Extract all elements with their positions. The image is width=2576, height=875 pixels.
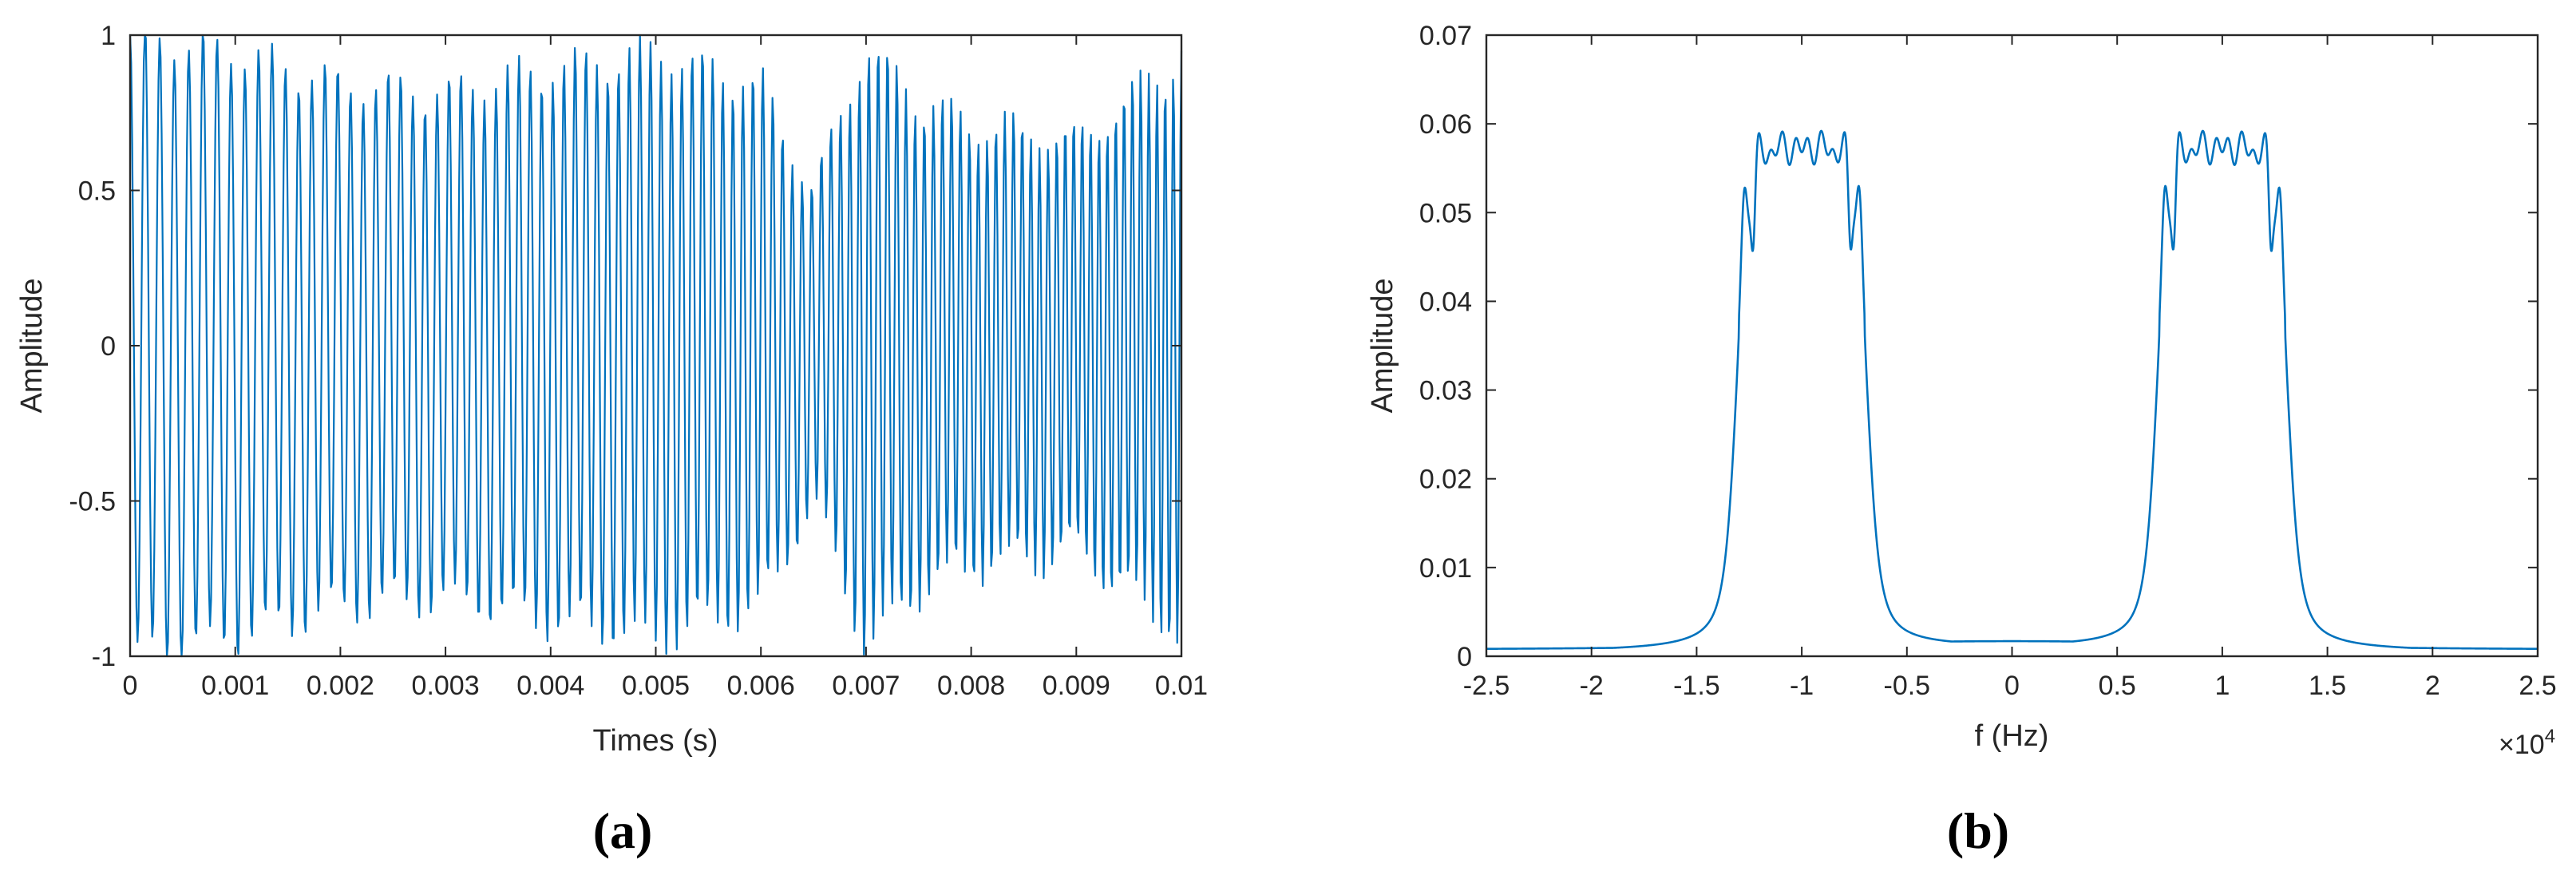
panel-b-xtick-label: -2: [1580, 671, 1604, 701]
panel-b-xtick-label: 1.5: [2309, 671, 2346, 701]
panel-b-ytick-label: 0: [1457, 642, 1472, 672]
panel-a-xtick-label: 0.005: [622, 671, 690, 701]
panel-b: -2.5 -2 -1.5 -1 -0.5 0 0.5 1 1.5 2 2.5 0 0.01 0.02 0.0…: [1366, 21, 2557, 859]
panel-b-xtick-label: 0: [2004, 671, 2020, 701]
panel-a-xtick-label: 0.004: [516, 671, 584, 701]
panel-a-ytick-label: 0.5: [78, 176, 116, 207]
panel-a-ytick-label: 0: [101, 331, 116, 362]
panel-b-x-multiplier: ×104: [2499, 726, 2555, 760]
panel-b-ytick-label: 0.03: [1419, 376, 1472, 406]
panel-b-xtick-label: -1.5: [1673, 671, 1720, 701]
panel-b-xtick-label: 1: [2214, 671, 2230, 701]
panel-a-xtick-label: 0.008: [937, 671, 1005, 701]
panel-b-ytick-label: 0.02: [1419, 465, 1472, 495]
panel-b-xtick-label: -2.5: [1463, 671, 1510, 701]
panel-b-ytick-label: 0.06: [1419, 109, 1472, 140]
panel-b-ytick-label: 0.05: [1419, 198, 1472, 228]
panel-b-xtick-label: -0.5: [1884, 671, 1931, 701]
panel-a: 0 0.001 0.002 0.003 0.004 0.005 0.006 0.007 0.00…: [15, 21, 1208, 859]
panel-b-x-multiplier-exponent: 4: [2545, 726, 2555, 747]
panel-a-ytick-label: -0.5: [69, 487, 116, 517]
panel-a-plot-area: [129, 34, 1183, 658]
panel-b-xtick-label: 2.5: [2519, 671, 2556, 701]
panel-a-xtick-label: 0.009: [1043, 671, 1110, 701]
panel-b-plot-area: [1486, 129, 2538, 650]
panel-a-label: (a): [593, 802, 653, 859]
panel-a-xtick-label: 0.006: [727, 671, 795, 701]
panel-b-ytick-label: 0.04: [1419, 287, 1472, 317]
panel-b-xtick-label: 2: [2425, 671, 2440, 701]
panel-b-ytick-label: 0.01: [1419, 553, 1472, 584]
panel-b-label: (b): [1947, 802, 2009, 859]
panel-a-ytick-label: -1: [92, 642, 116, 672]
panel-a-ytick-label: 1: [101, 21, 116, 51]
signal-series-line: [129, 34, 1183, 658]
panel-a-xtick-label: 0.007: [832, 671, 900, 701]
panel-a-xtick-label: 0.01: [1155, 671, 1208, 701]
spectrum-series-line: [1486, 129, 2538, 650]
panel-b-x-multiplier-base: ×10: [2499, 730, 2545, 760]
panel-b-xtick-label: 0.5: [2099, 671, 2136, 701]
panel-b-xlabel: f (Hz): [1975, 719, 2049, 753]
panel-a-xlabel: Times (s): [593, 724, 718, 758]
panel-a-ylabel: Amplitude: [15, 279, 49, 414]
panel-b-ylabel: Amplitude: [1366, 279, 1399, 414]
panel-b-xtick-label: -1: [1790, 671, 1814, 701]
panel-b-ytick-label: 0.07: [1419, 21, 1472, 51]
panel-b-axes-frame: [1485, 34, 2539, 658]
panel-a-ticks: 0 0.001 0.002 0.003 0.004 0.005 0.006 0.007 0.00…: [69, 21, 1208, 701]
panel-a-xtick-label: 0.003: [412, 671, 480, 701]
panel-a-xtick-label: 0.002: [307, 671, 374, 701]
panel-a-xtick-label: 0.001: [201, 671, 269, 701]
panel-b-ticks: -2.5 -2 -1.5 -1 -0.5 0 0.5 1 1.5 2 2.5 0 0.01 0.02 0.0…: [1419, 21, 2557, 701]
panel-a-xtick-label: 0: [123, 671, 138, 701]
